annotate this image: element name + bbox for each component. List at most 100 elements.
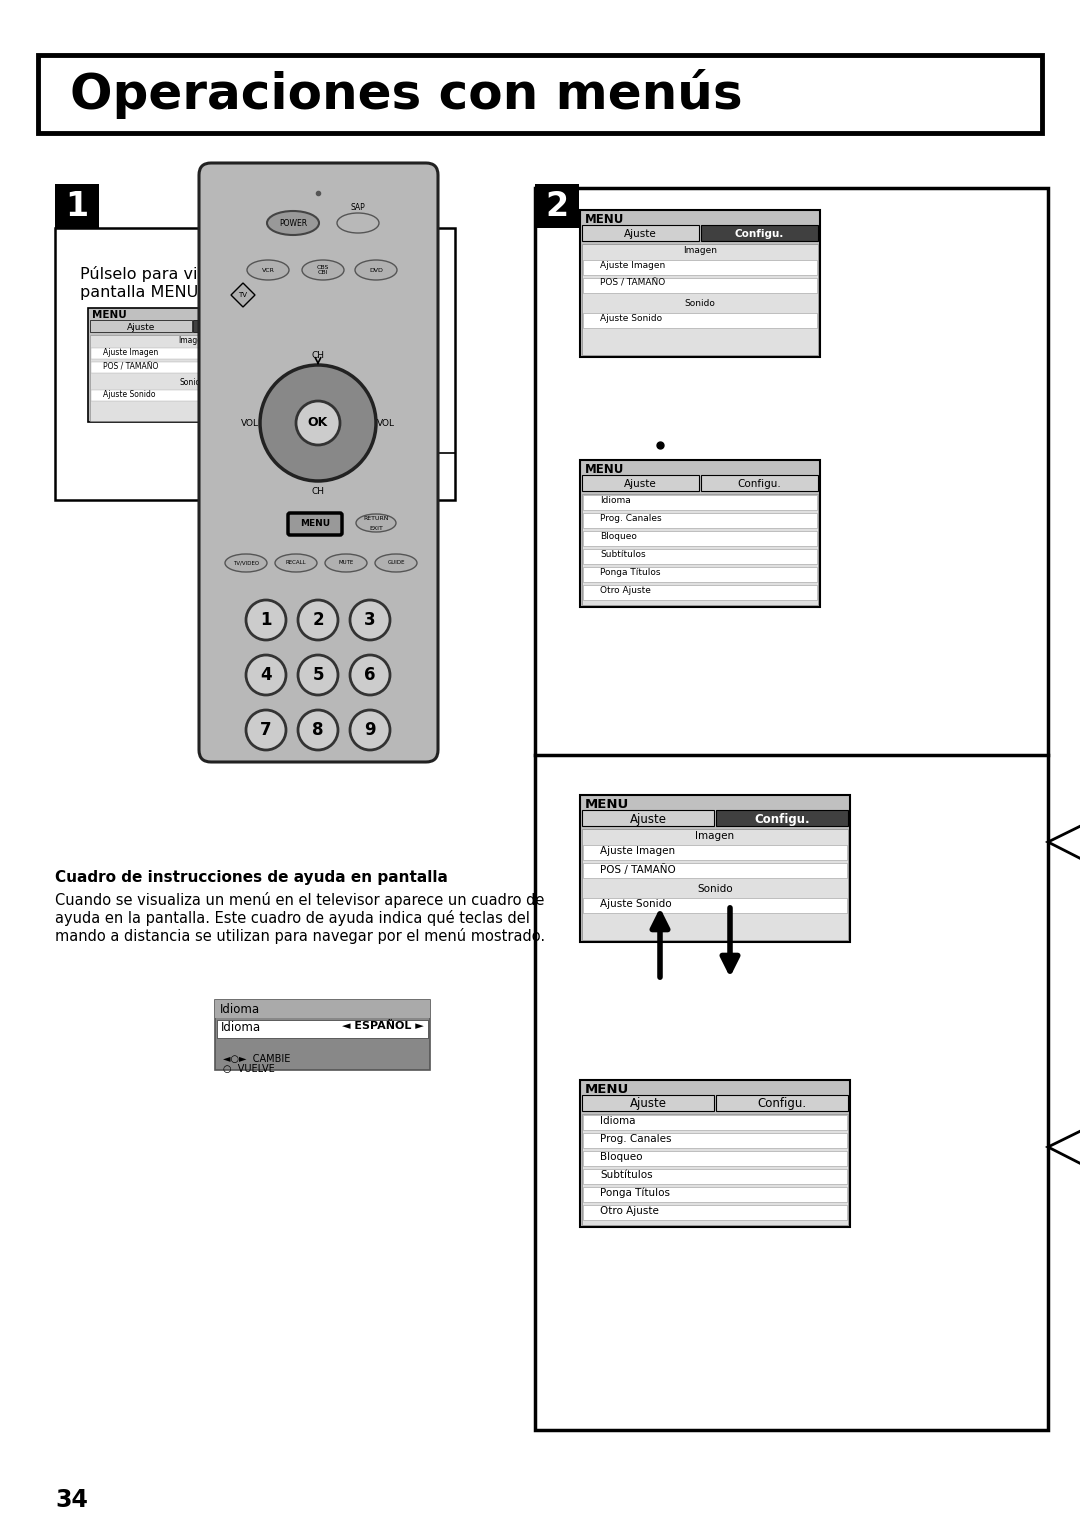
Text: Ajuste Sonido: Ajuste Sonido — [103, 391, 156, 398]
Text: Ajuste Imagen: Ajuste Imagen — [600, 845, 675, 856]
Bar — [716, 810, 848, 826]
FancyBboxPatch shape — [199, 163, 438, 761]
Bar — [582, 1096, 714, 1111]
Circle shape — [298, 710, 338, 749]
Text: Imagen: Imagen — [696, 832, 734, 841]
Text: Ponga Títulos: Ponga Títulos — [600, 1189, 670, 1198]
Text: Ajuste Imagen: Ajuste Imagen — [600, 261, 665, 270]
Text: Ajuste Sonido: Ajuste Sonido — [600, 314, 662, 324]
Text: 3: 3 — [364, 610, 376, 629]
Text: RECALL: RECALL — [286, 560, 307, 566]
Bar — [582, 475, 699, 491]
Circle shape — [350, 600, 390, 639]
Bar — [583, 897, 847, 913]
Text: 1: 1 — [260, 610, 272, 629]
Bar — [583, 494, 816, 510]
Text: POS / TAMAÑO: POS / TAMAÑO — [600, 864, 676, 874]
Circle shape — [350, 710, 390, 749]
Bar — [583, 531, 816, 546]
Bar — [217, 1019, 428, 1038]
Text: Idioma: Idioma — [600, 1116, 635, 1126]
Text: MENU: MENU — [92, 310, 126, 320]
Text: Prog. Canales: Prog. Canales — [600, 1134, 672, 1144]
Bar — [91, 391, 295, 401]
Ellipse shape — [302, 259, 345, 279]
Ellipse shape — [267, 211, 319, 235]
Text: Subtítulos: Subtítulos — [600, 1170, 652, 1180]
Text: VOL: VOL — [241, 418, 259, 427]
Circle shape — [246, 655, 286, 694]
Text: Bloqueo: Bloqueo — [600, 1152, 643, 1161]
Text: TV: TV — [239, 291, 247, 298]
Bar — [91, 362, 295, 372]
Text: ◄ ESPAÑOL ►: ◄ ESPAÑOL ► — [342, 1021, 424, 1032]
Text: RETURN: RETURN — [363, 516, 389, 520]
Bar — [583, 1132, 847, 1148]
Text: Ajuste Imagen: Ajuste Imagen — [103, 348, 159, 357]
Text: Configu.: Configu. — [222, 322, 266, 331]
Circle shape — [298, 600, 338, 639]
FancyBboxPatch shape — [288, 513, 342, 536]
Bar — [701, 224, 818, 241]
Bar — [535, 188, 1048, 1430]
Bar — [582, 244, 818, 356]
Bar — [90, 320, 192, 333]
Text: Subtítulos: Subtítulos — [600, 549, 646, 559]
Circle shape — [350, 655, 390, 694]
Text: Ajuste: Ajuste — [623, 229, 657, 240]
Text: CH: CH — [311, 487, 324, 496]
Bar — [580, 1080, 850, 1227]
Bar — [583, 513, 816, 528]
Circle shape — [298, 655, 338, 694]
Text: MENU: MENU — [300, 519, 330, 528]
Text: ◄○►  CAMBIE: ◄○► CAMBIE — [222, 1054, 291, 1064]
Text: MUTE: MUTE — [338, 560, 353, 566]
Text: TV/VIDEO: TV/VIDEO — [233, 560, 259, 566]
Text: Configu.: Configu. — [738, 479, 781, 488]
Text: Sonido: Sonido — [698, 884, 733, 894]
Text: Ponga Títulos: Ponga Títulos — [600, 568, 661, 577]
Text: MENU: MENU — [585, 214, 624, 226]
Circle shape — [246, 710, 286, 749]
Bar — [582, 224, 699, 241]
Bar — [87, 308, 298, 423]
Circle shape — [246, 600, 286, 639]
Bar — [583, 864, 847, 877]
Text: 1: 1 — [66, 189, 89, 223]
Text: MENU: MENU — [585, 798, 630, 810]
Bar — [583, 549, 816, 565]
Bar — [583, 313, 816, 328]
Text: 9: 9 — [364, 720, 376, 739]
Text: Cuando se visualiza un menú en el televisor aparece un cuadro de: Cuando se visualiza un menú en el televi… — [55, 893, 544, 908]
Bar — [215, 1000, 430, 1018]
Bar — [193, 320, 295, 333]
Bar — [580, 211, 820, 357]
Text: DVD: DVD — [369, 267, 383, 273]
Text: ayuda en la pantalla. Este cuadro de ayuda indica qué teclas del: ayuda en la pantalla. Este cuadro de ayu… — [55, 909, 530, 926]
Text: ○  VUELVE: ○ VUELVE — [222, 1064, 274, 1074]
Bar — [90, 336, 296, 421]
Bar — [583, 259, 816, 275]
Bar — [583, 1116, 847, 1129]
Text: 2: 2 — [545, 189, 568, 223]
Text: CH: CH — [311, 351, 324, 360]
Circle shape — [296, 401, 340, 446]
Bar — [583, 568, 816, 581]
Text: SAP: SAP — [351, 203, 365, 212]
Text: Ajuste: Ajuste — [630, 812, 666, 826]
Polygon shape — [1048, 1120, 1080, 1175]
Text: Bloqueo: Bloqueo — [600, 533, 637, 542]
Text: Prog. Canales: Prog. Canales — [600, 514, 662, 523]
Ellipse shape — [325, 554, 367, 572]
Text: Otro Ajuste: Otro Ajuste — [600, 1206, 659, 1216]
Text: Imagen: Imagen — [178, 336, 207, 345]
Text: 7: 7 — [260, 720, 272, 739]
Text: Sonido: Sonido — [180, 378, 206, 388]
Text: POS / TAMAÑO: POS / TAMAÑO — [103, 362, 159, 371]
Text: MENU: MENU — [585, 1083, 630, 1096]
Ellipse shape — [247, 259, 289, 279]
Ellipse shape — [225, 554, 267, 572]
Bar — [582, 829, 848, 940]
Text: 4: 4 — [260, 665, 272, 684]
Text: 2: 2 — [312, 610, 324, 629]
